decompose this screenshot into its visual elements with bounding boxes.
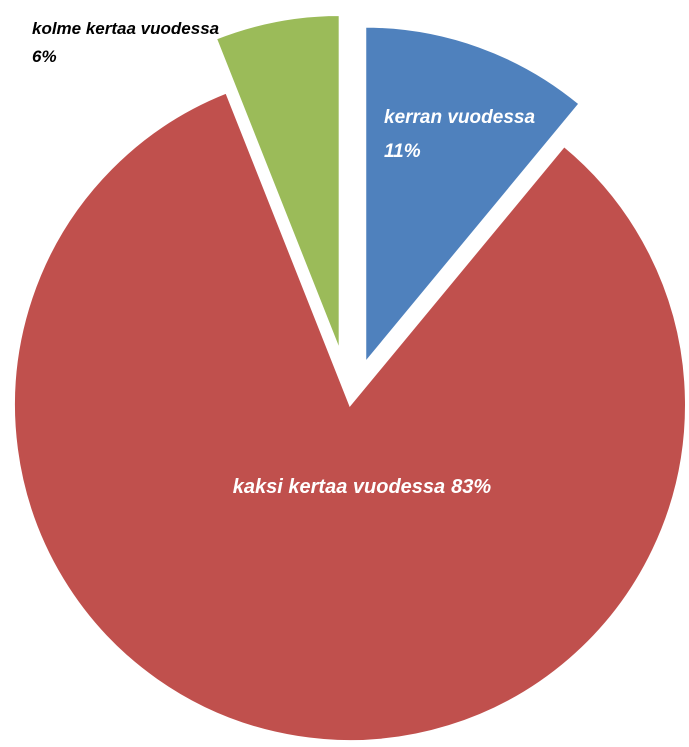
value-label: 11%	[384, 141, 421, 162]
slice-label: kolme kertaa vuodessa 6%	[32, 19, 219, 66]
slice-label: kaksi kertaa vuodessa 83%	[233, 476, 492, 498]
category-label: kerran vuodessa	[384, 107, 535, 128]
pie-slice	[13, 91, 687, 742]
pie-slice	[214, 13, 341, 352]
value-label: 6%	[32, 47, 57, 66]
pie-slice	[364, 25, 581, 366]
slice-label: kerran vuodessa 11%	[384, 107, 535, 162]
value-label: 83%	[451, 476, 491, 498]
category-label: kaksi kertaa vuodessa	[233, 476, 445, 498]
category-label: kolme kertaa vuodessa	[32, 19, 219, 38]
